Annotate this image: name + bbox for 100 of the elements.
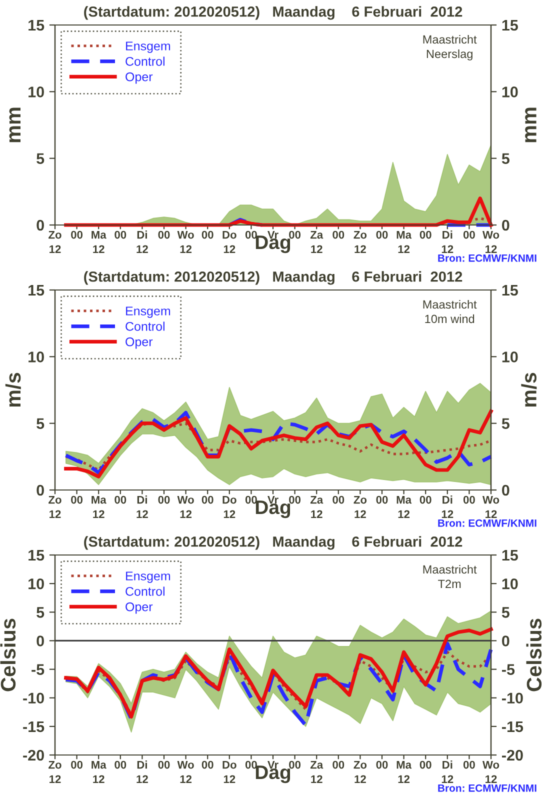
x-tick-label: Di 12	[136, 230, 148, 253]
y-tick-label: 10	[28, 352, 44, 362]
x-tick-label: 00	[289, 760, 301, 769]
y2-tick-label: 0	[502, 636, 510, 646]
y-tick-label: 15	[28, 285, 44, 296]
x-tick-label: 00	[245, 230, 257, 239]
x-tick-label: 00	[202, 230, 214, 239]
x-tick-label: 00	[158, 230, 170, 239]
legend-label: Ensgem	[126, 42, 170, 53]
y2-tick-label: -20	[502, 750, 523, 761]
chart-title: (Startdatum: 2012020512) Maandag 6 Februari 2012	[84, 271, 462, 285]
legend-label: Ensgem	[126, 572, 170, 583]
y-tick-label: 15	[28, 550, 44, 561]
legend-label: Control	[126, 56, 164, 66]
y-tick-label: 5	[36, 153, 44, 164]
x-tick-label: Di 12	[442, 496, 454, 518]
annotation: Maastricht Neerslag	[423, 35, 477, 60]
x-tick-label: Di 12	[136, 760, 148, 783]
x-tick-label: Do 12	[222, 760, 236, 783]
y2-tick-label: 0	[502, 220, 510, 231]
y2-axis-title: Celsius	[526, 618, 542, 692]
y2-tick-label: 15	[502, 20, 518, 31]
x-tick-label: Zo 12	[354, 496, 367, 518]
chart-title: (Startdatum: 2012020512) Maandag 6 Februari 2012	[84, 536, 462, 550]
x-tick-label: Za 12	[310, 760, 324, 783]
y2-tick-label: 5	[502, 607, 510, 618]
x-tick-label: Zo 12	[354, 760, 367, 783]
legend-label: Oper	[126, 72, 153, 84]
x-tick-label: 00	[376, 496, 388, 504]
y-tick-label: -20	[23, 750, 44, 761]
x-tick-label: 00	[289, 496, 301, 504]
x-tick-label: Wo 12	[482, 230, 500, 253]
x-tick-label: 00	[463, 230, 475, 239]
x-tick-label: 00	[71, 230, 83, 239]
x-tick-label: 00	[289, 230, 301, 239]
legend-label: Control	[126, 586, 164, 596]
y-tick-label: 0	[36, 636, 44, 646]
x-tick-label: 00	[71, 760, 83, 769]
y-tick-label: 0	[36, 484, 44, 496]
x-tick-label: Ma 12	[396, 760, 412, 783]
x-tick-label: Zo 12	[48, 496, 62, 518]
x-tick-label: Ma 12	[396, 230, 412, 253]
x-tick-label: 00	[376, 230, 388, 239]
y2-axis-title: m/s	[521, 372, 537, 407]
y2-tick-label: -10	[502, 692, 523, 704]
x-tick-label: Wo 12	[177, 230, 194, 253]
y2-tick-label: 15	[502, 285, 518, 296]
x-tick-label: Do 12	[222, 230, 236, 253]
x-tick-label: 00	[420, 230, 432, 239]
x-tick-label: Ma 12	[92, 496, 106, 518]
x-tick-label: Di 12	[442, 230, 454, 253]
x-tick-label: Do 12	[222, 496, 236, 518]
legend-label: Ensgem	[126, 306, 170, 318]
y2-tick-label: 10	[502, 578, 518, 590]
y2-axis-title: mm	[525, 108, 536, 142]
x-tick-label: Wo 12	[177, 496, 194, 518]
y-tick-label: 10	[28, 86, 44, 98]
x-tick-label: Wo 12	[482, 760, 500, 783]
x-tick-label: 00	[463, 760, 475, 769]
x-tick-label: 00	[114, 230, 126, 239]
x-tick-label: 00	[114, 760, 126, 769]
y-tick-label: 0	[36, 220, 44, 231]
legend-label: Control	[126, 322, 164, 331]
y2-tick-label: -15	[502, 721, 524, 732]
x-tick-label: Ma 12	[92, 760, 106, 783]
legend-label: Oper	[126, 602, 153, 614]
y-axis-title: m/s	[5, 372, 21, 407]
y2-tick-label: 5	[502, 418, 510, 430]
x-tick-label: Zo 12	[48, 760, 62, 783]
y-tick-label: -15	[23, 721, 44, 732]
x-tick-label: 00	[71, 496, 83, 504]
y2-tick-label: -5	[502, 664, 515, 675]
text: Bron: ECMWF/KNMI	[438, 784, 536, 792]
x-tick-label: 00	[202, 496, 214, 504]
x-tick-label: 00	[420, 760, 432, 769]
x-tick-label: Zo 12	[48, 230, 62, 253]
text: Bron: ECMWF/KNMI	[438, 254, 536, 262]
x-tick-label: 00	[332, 496, 344, 504]
x-tick-label: 00	[158, 760, 170, 769]
x-tick-label: 00	[202, 760, 214, 769]
y2-tick-label: 10	[502, 86, 518, 98]
line-series	[64, 642, 493, 728]
y-tick-label: 5	[36, 418, 44, 430]
y-tick-label: -5	[32, 664, 44, 675]
chart-title: (Startdatum: 2012020512) Maandag 6 Februari 2012	[84, 6, 462, 20]
x-tick-label: Di 12	[442, 760, 454, 783]
y-tick-label: 10	[28, 578, 44, 590]
x-tick-label: Za 12	[310, 496, 324, 518]
x-tick-label: Wo 12	[482, 496, 500, 518]
y-tick-label: -10	[23, 692, 44, 704]
legend-label: Oper	[126, 337, 153, 349]
x-tick-label: 00	[332, 230, 344, 239]
x-tick-label: 00	[245, 760, 257, 769]
y2-tick-label: 0	[502, 484, 510, 496]
x-tick-label: 00	[158, 496, 170, 504]
annotation: Maastricht T2m	[423, 565, 477, 588]
x-tick-label: Za 12	[310, 230, 324, 253]
line-series	[64, 196, 493, 227]
x-tick-label: 00	[114, 496, 126, 504]
x-tick-label: 00	[420, 496, 432, 504]
